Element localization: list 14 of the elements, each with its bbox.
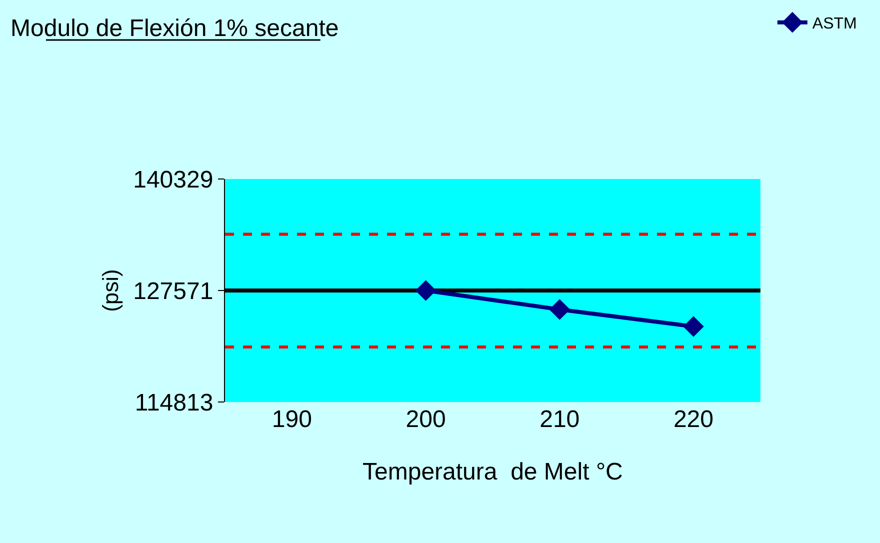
point bbox=[415, 280, 436, 301]
y-tick-label: 114813 bbox=[134, 389, 214, 416]
x-tick-label: 200 bbox=[406, 406, 446, 433]
y-tick-label: 127571 bbox=[133, 278, 214, 305]
point bbox=[683, 316, 704, 337]
x-axis-title: Temperatura de Melt °C bbox=[362, 458, 623, 486]
x-tick-label: 220 bbox=[673, 406, 714, 433]
x-tick-label: 210 bbox=[540, 406, 580, 433]
chart-title: Modulo de Flexión 1% secante bbox=[10, 14, 339, 42]
x-tick-label: 190 bbox=[272, 406, 312, 433]
point bbox=[549, 299, 570, 320]
legend-label: ASTM bbox=[812, 16, 857, 33]
y-axis-title: (psi) bbox=[98, 269, 123, 312]
y-tick-label: 140329 bbox=[133, 166, 214, 194]
